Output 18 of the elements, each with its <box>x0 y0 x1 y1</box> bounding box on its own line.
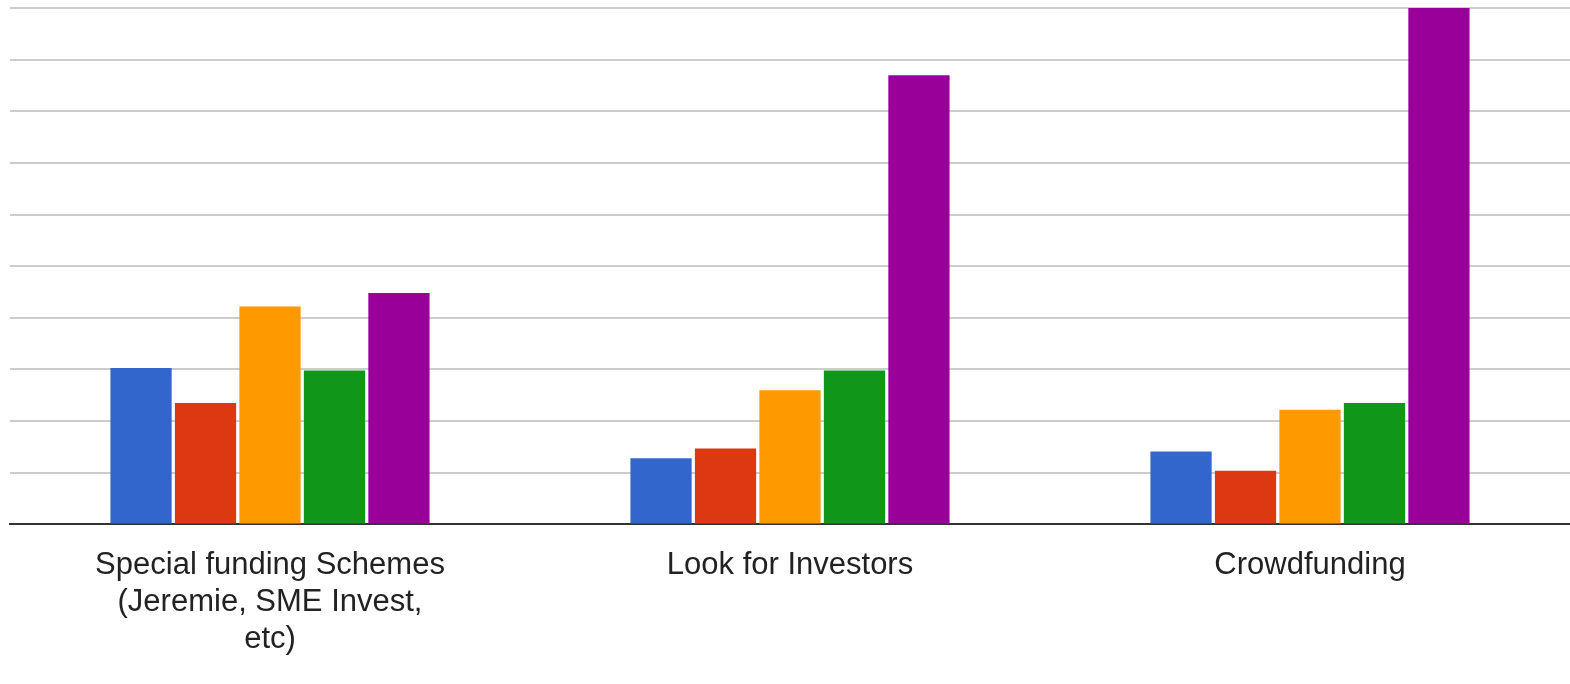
bar <box>1343 403 1406 524</box>
bar <box>303 370 366 524</box>
bar <box>1408 8 1470 524</box>
bar <box>888 75 950 524</box>
x-tick-label: Special funding Schemes (Jeremie, SME Invest, etc) <box>95 545 445 655</box>
x-tick-label: Crowdfunding <box>1214 545 1406 581</box>
bar <box>823 370 886 524</box>
x-tick-label: Look for Investors <box>666 545 914 581</box>
bar <box>694 448 757 524</box>
bar <box>368 293 430 524</box>
bar <box>1150 451 1212 524</box>
bar <box>630 458 692 524</box>
bar <box>110 367 172 524</box>
bar <box>239 306 301 524</box>
bar <box>759 390 821 524</box>
bar <box>174 403 237 524</box>
bar <box>1214 470 1277 524</box>
bar <box>1279 409 1341 524</box>
